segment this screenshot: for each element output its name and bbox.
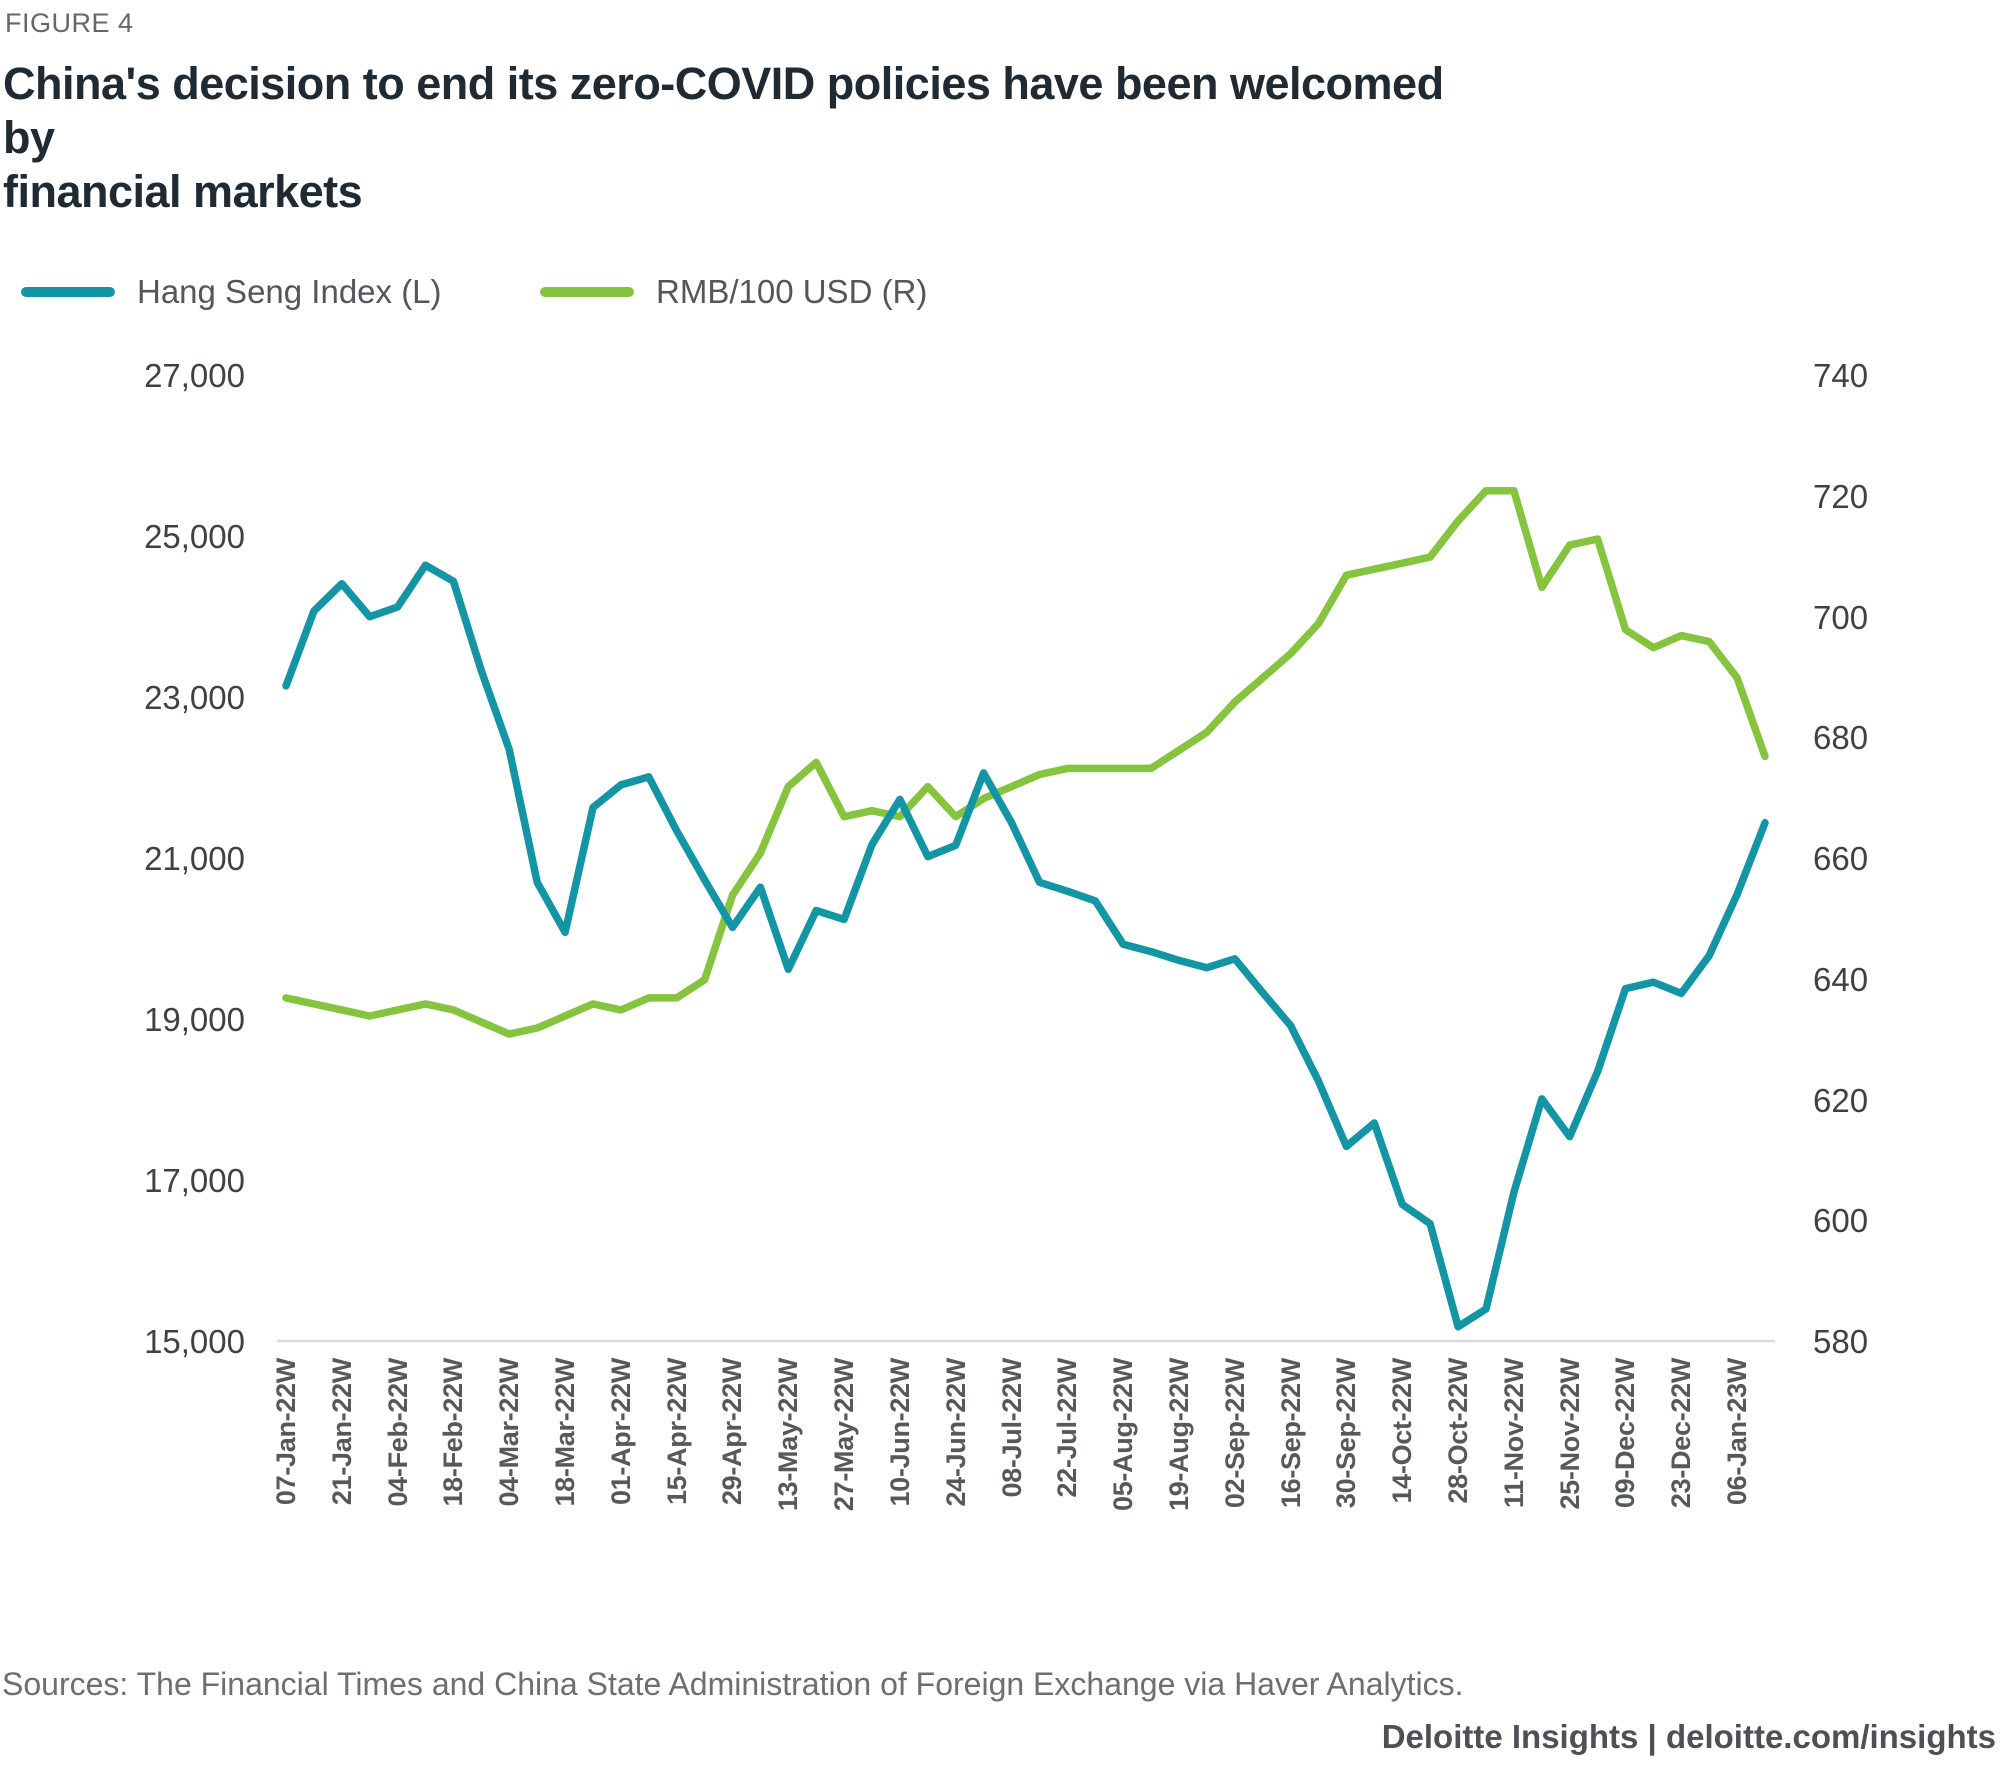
hang-seng-swatch-icon [21,287,115,297]
x-axis-tick-label: 05-Aug-22W [1108,1358,1139,1512]
left-axis-tick-label: 27,000 [144,357,245,394]
right-axis-tick-label: 700 [1813,598,1869,636]
x-axis-tick-label: 08-Jul-22W [996,1358,1027,1498]
chart-title-line2: financial markets [3,166,363,217]
x-axis-tick-label: 15-Apr-22W [661,1358,692,1506]
left-axis-tick-label: 25,000 [144,518,245,555]
right-axis-tick-label: 580 [1813,1323,1869,1360]
x-axis-tick-label: 24-Jun-22W [940,1358,971,1507]
right-axis-tick-label: 740 [1813,357,1869,394]
x-axis-tick-label: 13-May-22W [773,1358,804,1512]
legend-item-rmb: RMB/100 USD (R) [540,272,927,312]
right-axis-tick-label: 680 [1813,719,1869,757]
right-axis-tick-label: 600 [1813,1202,1869,1240]
x-axis-tick-label: 14-Oct-22W [1387,1358,1418,1504]
right-axis-tick-label: 620 [1813,1081,1869,1119]
x-axis-tick-label: 29-Apr-22W [717,1358,748,1506]
left-axis-tick-label: 15,000 [144,1323,245,1360]
legend-item-hang-seng: Hang Seng Index (L) [21,272,442,312]
x-axis-tick-label: 01-Apr-22W [605,1358,636,1506]
x-axis-tick-label: 09-Dec-22W [1610,1358,1641,1509]
source-note: Sources: The Financial Times and China S… [2,1666,1464,1702]
x-axis-tick-label: 16-Sep-22W [1275,1358,1306,1509]
x-axis-tick-label: 18-Feb-22W [438,1358,469,1507]
x-axis-tick-label: 27-May-22W [829,1358,860,1512]
x-axis-tick-label: 07-Jan-22W [271,1358,301,1506]
clipped-text-fragment: Deloitte Insights | deloitte.com/insight… [1526,1766,1996,1773]
x-axis-tick-label: 21-Jan-22W [326,1358,357,1506]
right-axis-tick-label: 660 [1813,840,1869,877]
x-axis-tick-label: 06-Jan-23W [1722,1358,1753,1506]
left-axis-tick-label: 21,000 [144,840,245,877]
legend: Hang Seng Index (L) RMB/100 USD (R) [0,272,1000,312]
x-axis-tick-label: 04-Feb-22W [382,1358,413,1507]
x-axis-tick-label: 28-Oct-22W [1443,1358,1474,1504]
left-axis-tick-label: 17,000 [144,1162,245,1199]
x-axis-tick-label: 10-Jun-22W [884,1358,915,1507]
x-axis-tick-label: 04-Mar-22W [494,1358,525,1507]
legend-label-hang-seng: Hang Seng Index (L) [137,273,442,310]
legend-label-rmb: RMB/100 USD (R) [656,273,928,310]
x-axis-tick-label: 11-Nov-22W [1498,1358,1529,1509]
rmb-line [282,486,1769,1038]
x-axis-tick-label: 25-Nov-22W [1554,1358,1585,1510]
x-axis-tick-label: 30-Sep-22W [1331,1358,1362,1509]
x-axis-tick-label: 02-Sep-22W [1219,1358,1250,1509]
chart-title-line1: China's decision to end its zero-COVID p… [3,58,1444,163]
brand-footer: Deloitte Insights | deloitte.com/insight… [1381,1718,1996,1755]
x-axis-tick-label: 23-Dec-22W [1666,1358,1697,1509]
chart-area: 27,000 25,000 23,000 21,000 19,000 17,000 15,0… [144,357,1869,1512]
chart-title: China's decision to end its zero-COVID p… [3,57,1503,219]
x-axis-tick-label: 18-Mar-22W [550,1358,581,1507]
right-axis-tick-label: 720 [1813,477,1869,515]
left-axis-tick-label: 23,000 [144,679,245,716]
plot-canvas [277,486,1775,1343]
x-axis-tick-label: 19-Aug-22W [1163,1358,1194,1512]
left-axis-tick-label: 19,000 [144,1001,245,1038]
rmb-swatch-icon [540,287,634,297]
right-axis-tick-label: 640 [1813,960,1869,998]
figure-label: FIGURE 4 [5,8,134,38]
x-axis-tick-label: 22-Jul-22W [1052,1358,1083,1498]
hang-seng-line [282,561,1769,1331]
